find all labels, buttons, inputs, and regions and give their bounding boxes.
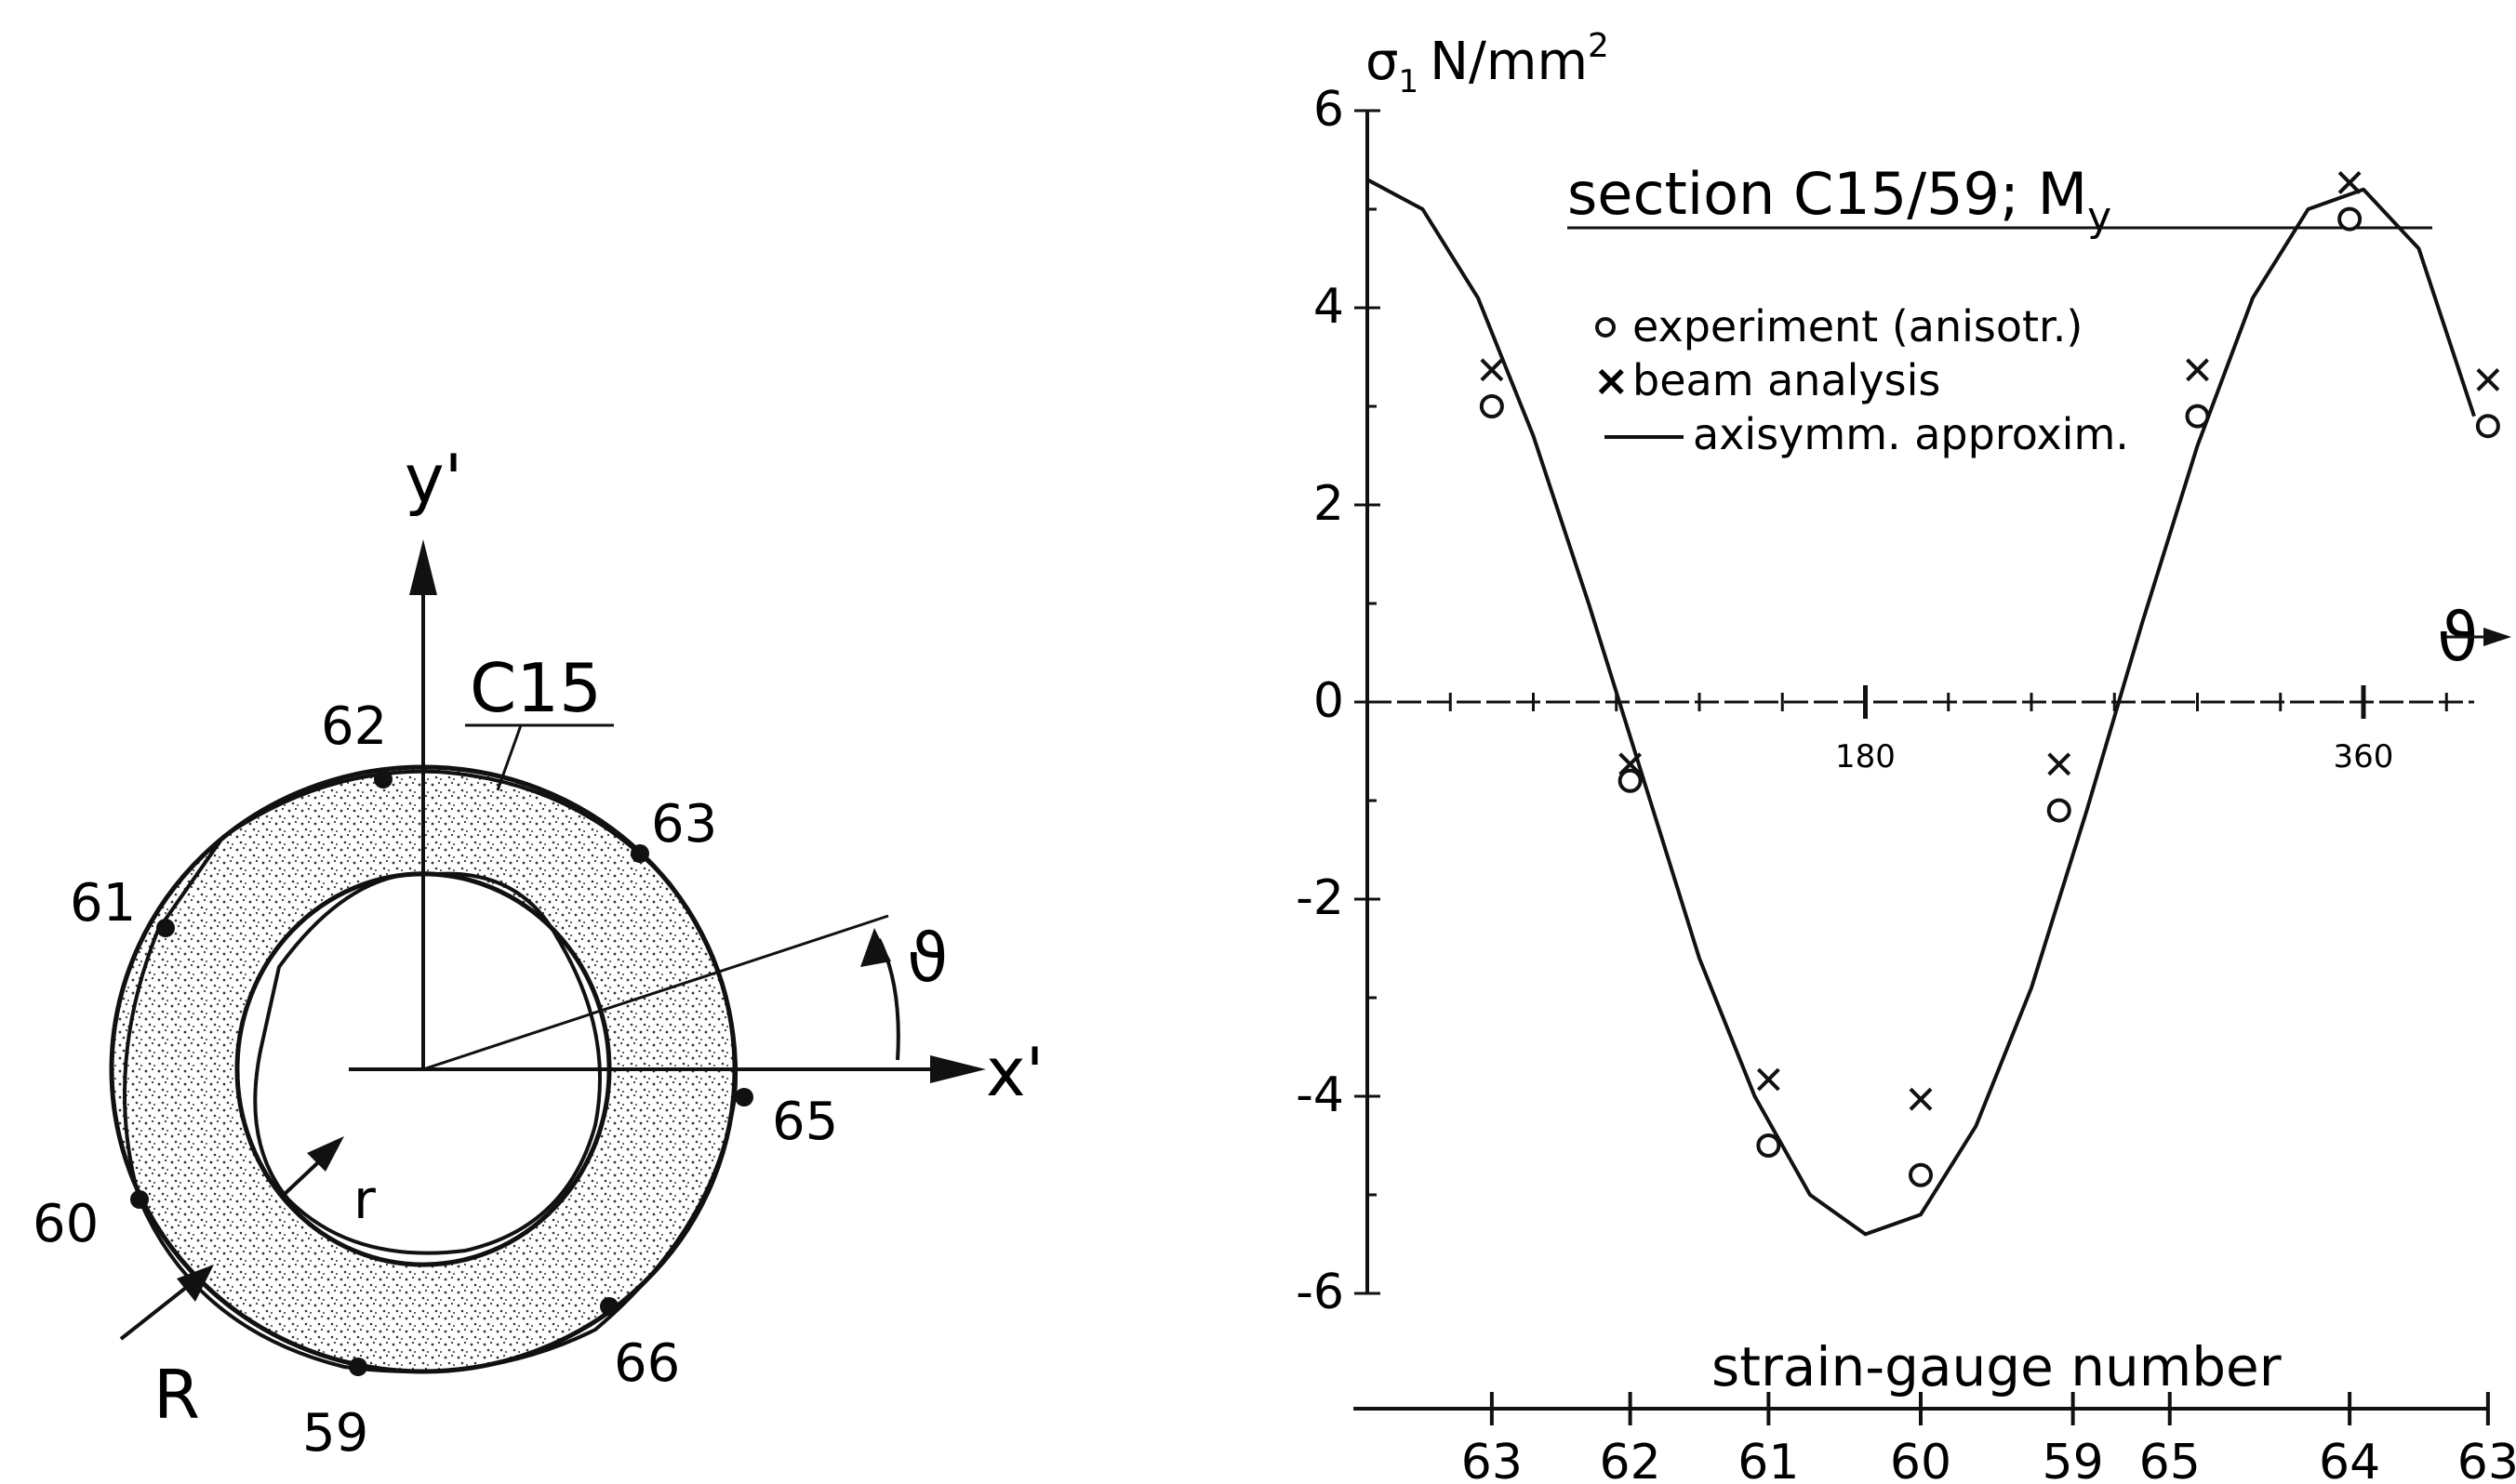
gauge-label-65: 65	[772, 1092, 838, 1152]
inner-contour	[255, 873, 600, 1252]
beam-analysis-point	[2049, 754, 2070, 775]
x-axis-label: x'	[986, 1033, 1044, 1111]
strain-gauge-label: 64	[2319, 1435, 2380, 1484]
gauge-label-66: 66	[614, 1333, 680, 1394]
y-axis-arrowhead	[409, 539, 437, 595]
y-tick-label: 2	[1313, 476, 1344, 532]
outer-radius-label: R	[153, 1356, 200, 1434]
gauge-label-60: 60	[33, 1194, 99, 1254]
experiment-point	[2049, 801, 2070, 821]
experiment-point	[1758, 1135, 1778, 1156]
legend-circle-marker	[1597, 319, 1614, 336]
y-tick-label: 4	[1313, 279, 1344, 335]
gauge-label-61: 61	[70, 873, 136, 934]
cross-section-diagram: y' x' ϑ r R C15 62 63 61 65 60 66 59	[33, 440, 1044, 1464]
y-axis-label: y'	[405, 440, 462, 518]
stress-chart: σ1 N/mm2 section C15/59; My experiment (a…	[1296, 27, 2516, 1484]
x-tick-label: 360	[2334, 738, 2394, 775]
gauge-dot-62	[374, 770, 393, 788]
strain-gauge-label: 60	[1890, 1435, 1951, 1484]
y-tick-label: -4	[1296, 1067, 1344, 1123]
y-tick-label: -6	[1296, 1265, 1344, 1320]
strain-gauge-axis-title: strain-gauge number	[1711, 1335, 2282, 1398]
y-tick-label: 6	[1313, 82, 1344, 138]
legend-beam-label: beam analysis	[1632, 355, 1940, 405]
gauge-dot-63	[631, 844, 649, 863]
strain-gauge-label: 63	[2457, 1435, 2516, 1484]
y-tick-label: 0	[1313, 673, 1344, 729]
x-tick-label: 180	[1835, 738, 1896, 775]
beam-analysis-point	[1758, 1069, 1778, 1090]
inner-radius-label: r	[353, 1168, 376, 1231]
gauge-label-59: 59	[302, 1403, 368, 1464]
x-axis-arrowhead-chart	[2483, 628, 2511, 646]
legend-axisymm-label: axisymm. approxim.	[1693, 409, 2129, 459]
theta-label: ϑ	[907, 919, 949, 997]
gauge-label-63: 63	[651, 794, 717, 855]
experiment-point	[2478, 416, 2498, 436]
gauge-dot-66	[600, 1297, 619, 1316]
gauge-dot-60	[130, 1190, 149, 1209]
y-tick-label: -2	[1296, 870, 1344, 926]
legend-experiment-label: experiment (anisotr.)	[1632, 301, 2083, 351]
gauge-dot-59	[349, 1358, 367, 1376]
experiment-point	[1482, 396, 1502, 417]
gauge-dot-61	[156, 919, 175, 937]
legend: experiment (anisotr.) × beam analysis ax…	[1593, 301, 2129, 459]
strain-gauge-label: 63	[1461, 1435, 1523, 1484]
beam-analysis-point	[1482, 360, 1502, 380]
gauge-label-62: 62	[321, 696, 387, 757]
y-axis-title: σ1 N/mm2	[1365, 27, 1609, 100]
beam-analysis-point	[2478, 369, 2498, 390]
section-label: C15	[470, 649, 602, 727]
beam-analysis-point	[2188, 360, 2208, 380]
beam-analysis-point	[1910, 1089, 1931, 1109]
beam-analysis-point	[2339, 172, 2360, 192]
theta-arc-arrowhead	[860, 928, 891, 967]
x-axis-arrowhead	[930, 1055, 986, 1083]
strain-gauge-label: 61	[1737, 1435, 1799, 1484]
strain-gauge-label: 65	[2139, 1435, 2201, 1484]
experiment-point	[2188, 406, 2208, 427]
strain-gauge-label: 59	[2043, 1435, 2104, 1484]
gauge-dot-65	[735, 1088, 753, 1106]
legend-x-marker: ×	[1593, 355, 1630, 405]
experiment-point	[1910, 1165, 1931, 1186]
experiment-point	[2339, 209, 2360, 230]
strain-gauge-label: 62	[1600, 1435, 1661, 1484]
